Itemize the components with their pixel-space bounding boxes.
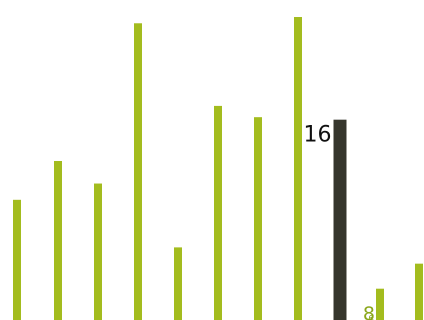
bar	[13, 199, 21, 320]
bar	[376, 288, 384, 320]
bar	[254, 117, 262, 320]
bar-highlight	[333, 119, 347, 320]
bar	[294, 17, 302, 320]
bar	[94, 183, 102, 320]
bar	[214, 105, 222, 320]
bar	[134, 23, 142, 320]
bar	[415, 263, 423, 320]
data-label-small: 8	[363, 303, 375, 320]
data-label-highlight: 16	[304, 123, 332, 148]
bar	[174, 247, 182, 320]
bar	[54, 160, 62, 320]
data-label-small-sub: e	[368, 313, 374, 320]
